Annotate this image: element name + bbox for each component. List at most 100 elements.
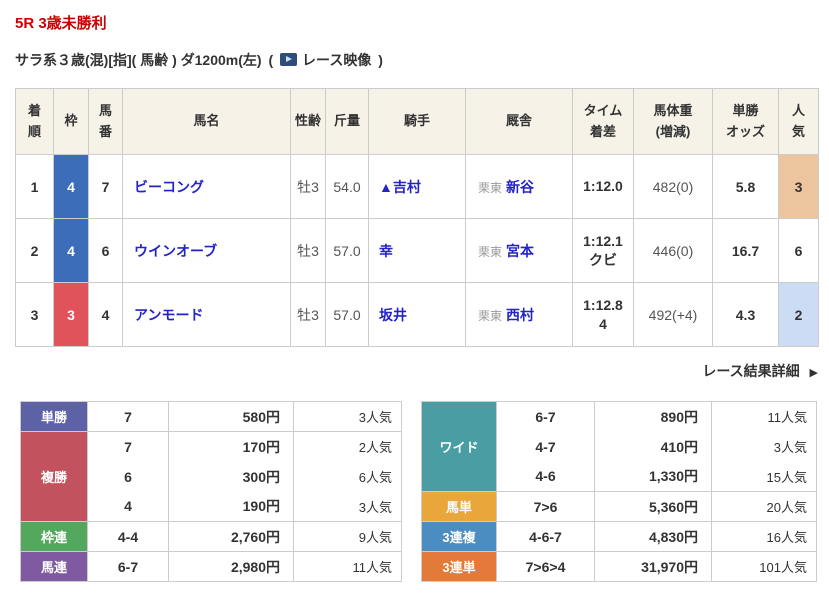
popularity: 6 [778,218,819,283]
col-header-frame: 枠 [53,88,89,155]
bet-type-label: 3連単 [421,551,497,582]
win-odds: 4.3 [712,282,779,347]
finish-time: 1:12.8 [583,297,623,314]
finish-order: 2 [15,218,54,283]
combination: 7>6 [496,491,595,522]
payout-popularity: 15人気 [711,461,817,492]
sex-age: 牡3 [290,154,326,219]
payout-popularity: 6人気 [293,461,402,492]
horse-name-link[interactable]: ウインオーブ [134,242,218,259]
body-weight: 482(0) [633,154,713,219]
race-conditions-text: サラ系３歳(混)[指]( 馬齢 ) ダ1200m(左) [15,52,262,68]
detail-link-label[interactable]: レース結果詳細 [702,363,800,379]
jockey-link[interactable]: 坂井 [379,306,407,323]
bet-type-label: 馬連 [20,551,88,582]
payout-table-left: 単勝 7 580円 3人気 複勝 7 170円 2人気 6 300円 6人気 [20,401,402,582]
stable-region: 栗東 [478,180,503,195]
bet-type-label: 枠連 [20,521,88,552]
result-row-3: 3 3 4 アンモード 牡3 57.0 坂井 栗東 西村 1:12.8 4 492… [15,282,819,347]
combination: 4-7 [496,431,595,462]
payout-popularity: 16人気 [711,521,817,552]
col-header-popularity: 人 気 [778,88,819,155]
results-header-row: 着 順 枠 馬 番 馬名 性齢 斤量 騎手 厩舎 タイム 着差 馬体重 (増減)… [15,88,819,155]
trainer-link[interactable]: 新谷 [506,178,535,195]
combination: 7 [87,401,169,432]
page: 5R 3歳未勝利 サラ系３歳(混)[指]( 馬齢 ) ダ1200m(左) ( レ… [15,15,819,582]
race-results-table: 着 順 枠 馬 番 馬名 性齢 斤量 騎手 厩舎 タイム 着差 馬体重 (増減)… [15,88,819,347]
col-header-sexage: 性齢 [290,88,326,155]
combination: 6-7 [496,401,595,432]
payout-amount: 1,330円 [594,461,712,492]
video-play-icon [280,53,298,66]
stable-region: 栗東 [478,308,503,323]
payout-popularity: 3人気 [711,431,817,462]
frame-number: 3 [53,282,89,347]
combination: 7>6>4 [496,551,595,582]
payout-row: 3連単 7>6>4 31,970円 101人気 [421,551,817,582]
win-odds: 16.7 [712,218,779,283]
payout-popularity: 11人気 [711,401,817,432]
sex-age: 牡3 [290,282,326,347]
bet-type-label: ワイド [421,401,497,492]
body-weight: 492(+4) [633,282,713,347]
combination: 7 [87,431,169,462]
jockey-link[interactable]: ▲吉村 [379,178,421,195]
col-header-weight: 斤量 [325,88,369,155]
combination: 4-6 [496,461,595,492]
paren-open: ( [268,52,274,68]
payout-row: 4 190円 3人気 [21,491,402,522]
carried-weight: 57.0 [325,282,369,347]
payout-amount: 2,760円 [168,521,294,552]
combination: 4-6-7 [496,521,595,552]
payout-popularity: 101人気 [711,551,817,582]
trainer-link[interactable]: 宮本 [506,242,535,259]
payout-amount: 5,360円 [594,491,712,522]
frame-number: 4 [53,218,89,283]
payout-amount: 170円 [168,431,294,462]
horse-number: 4 [88,282,123,347]
sex-age: 牡3 [290,218,326,283]
payout-row: 3連複 4-6-7 4,830円 16人気 [421,521,817,552]
payout-row: 馬単 7>6 5,360円 20人気 [421,491,817,522]
col-header-order: 着 順 [15,88,54,155]
margin: 4 [599,315,607,332]
combination: 6-7 [87,551,169,582]
horse-number: 7 [88,154,123,219]
finish-order: 3 [15,282,54,347]
race-conditions: サラ系３歳(混)[指]( 馬齢 ) ダ1200m(左) ( レース映像 ) [15,50,818,70]
payout-amount: 580円 [168,401,294,432]
trainer-link[interactable]: 西村 [506,306,535,323]
payout-amount: 410円 [594,431,712,462]
horse-name-link[interactable]: ビーコング [134,178,204,195]
payout-amount: 2,980円 [168,551,294,582]
combination: 4 [87,491,169,522]
result-row-2: 2 4 6 ウインオーブ 牡3 57.0 幸 栗東 宮本 1:12.1 クビ 44… [15,218,819,283]
col-header-stable: 厩舎 [465,88,573,155]
col-header-bodyweight: 馬体重 (増減) [633,88,713,155]
paren-close: ) [378,52,383,68]
time-margin-cell: 1:12.1 クビ [572,218,634,283]
combination: 4-4 [87,521,169,552]
carried-weight: 54.0 [325,154,369,219]
payout-amount: 190円 [168,491,294,522]
horse-number: 6 [88,218,123,283]
payout-amount: 31,970円 [594,551,712,582]
race-video-link[interactable]: レース映像 [280,52,375,68]
result-row-1: 1 4 7 ビーコング 牡3 54.0 ▲吉村 栗東 新谷 1:12.0 482(… [15,154,819,219]
payout-amount: 4,830円 [594,521,712,552]
bet-type-label: 馬単 [421,491,497,522]
col-header-number: 馬 番 [88,88,123,155]
payout-row: 馬連 6-7 2,980円 11人気 [20,551,402,582]
payout-amount: 890円 [594,401,712,432]
race-result-detail-link[interactable]: レース結果詳細 ▶ [702,363,818,379]
payout-popularity: 11人気 [293,551,402,582]
video-link-label[interactable]: レース映像 [302,52,372,68]
bet-type-label: 複勝 [20,431,88,522]
payout-popularity: 3人気 [293,401,402,432]
time-margin-cell: 1:12.0 [572,154,634,219]
finish-time: 1:12.1 [583,233,623,250]
jockey-link[interactable]: 幸 [379,242,393,259]
payout-amount: 300円 [168,461,294,492]
horse-name-link[interactable]: アンモード [134,306,204,323]
time-margin-cell: 1:12.8 4 [572,282,634,347]
